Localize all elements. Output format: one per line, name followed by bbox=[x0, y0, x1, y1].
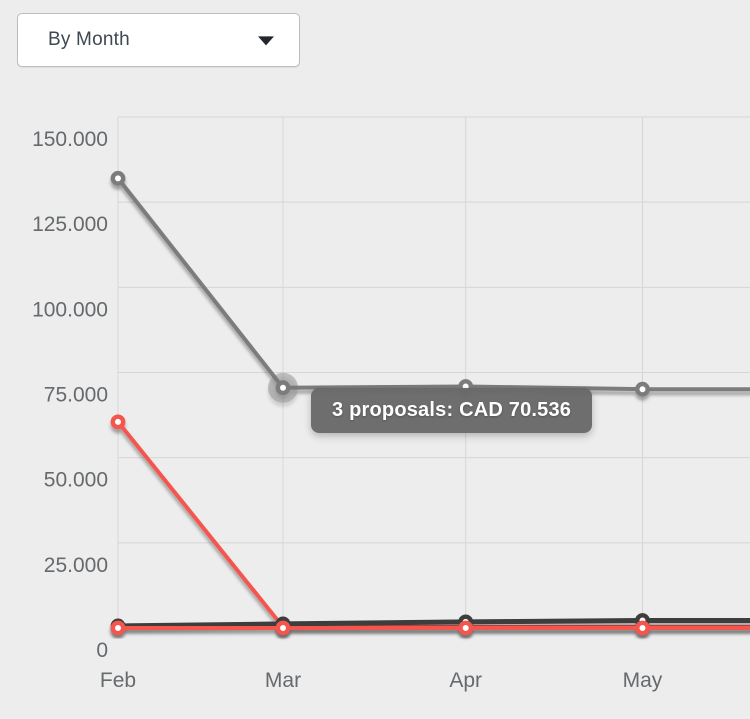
data-point-red-flat-Feb[interactable] bbox=[110, 620, 126, 636]
x-axis-tick-label: May bbox=[623, 669, 663, 692]
data-point-red-flat-May[interactable] bbox=[635, 620, 650, 636]
series-salmon-line bbox=[116, 419, 750, 629]
y-axis-tick-label: 0 bbox=[96, 639, 108, 662]
x-axis-tick-label: Feb bbox=[100, 669, 136, 692]
data-point-gray-Mar[interactable] bbox=[275, 380, 291, 396]
data-point-gray-Feb[interactable] bbox=[110, 170, 126, 186]
chevron-down-icon bbox=[258, 36, 274, 46]
grid bbox=[117, 116, 750, 629]
data-point-gray-May[interactable] bbox=[635, 381, 650, 397]
y-axis-labels: 0 25.000 50.000 75.000 100.000 125.000 150.000 bbox=[32, 128, 108, 662]
x-axis-tick-label: Mar bbox=[265, 669, 301, 692]
y-axis-tick-label: 100.000 bbox=[32, 298, 108, 321]
data-point-red-flat-Apr[interactable] bbox=[458, 620, 474, 636]
y-axis-tick-label: 75.000 bbox=[44, 384, 108, 407]
series-gray bbox=[110, 170, 750, 403]
y-axis-tick-label: 25.000 bbox=[44, 554, 108, 577]
data-point-salmon-Feb[interactable] bbox=[110, 414, 126, 430]
period-dropdown-label: By Month bbox=[48, 29, 130, 50]
series-gray-line bbox=[116, 176, 750, 392]
y-axis-tick-label: 50.000 bbox=[44, 469, 108, 492]
x-axis-tick-label: Apr bbox=[449, 669, 482, 692]
series-red-flat bbox=[110, 620, 750, 636]
y-axis-tick-label: 150.000 bbox=[32, 128, 108, 151]
data-point-red-flat-Mar[interactable] bbox=[275, 620, 291, 636]
period-dropdown[interactable]: By Month bbox=[17, 13, 300, 67]
series-salmon bbox=[110, 414, 750, 635]
x-axis-labels: Feb Mar Apr May bbox=[100, 669, 663, 692]
data-point-tooltip: 3 proposals: CAD 70.536 bbox=[311, 388, 593, 433]
y-axis-tick-label: 125.000 bbox=[32, 213, 108, 236]
